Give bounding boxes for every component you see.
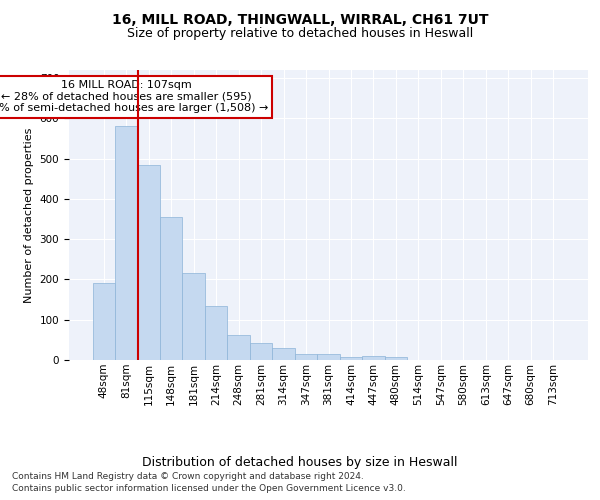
Bar	[272, 348, 295, 360]
Text: Contains HM Land Registry data © Crown copyright and database right 2024.: Contains HM Land Registry data © Crown c…	[12, 472, 364, 481]
Bar	[362, 356, 385, 360]
Bar	[160, 217, 182, 360]
Text: 16, MILL ROAD, THINGWALL, WIRRAL, CH61 7UT: 16, MILL ROAD, THINGWALL, WIRRAL, CH61 7…	[112, 12, 488, 26]
Bar	[182, 274, 205, 360]
Y-axis label: Number of detached properties: Number of detached properties	[24, 128, 34, 302]
Bar	[385, 357, 407, 360]
Bar	[250, 342, 272, 360]
Text: Distribution of detached houses by size in Heswall: Distribution of detached houses by size …	[142, 456, 458, 469]
Text: 16 MILL ROAD: 107sqm
← 28% of detached houses are smaller (595)
71% of semi-deta: 16 MILL ROAD: 107sqm ← 28% of detached h…	[0, 80, 268, 114]
Bar	[227, 334, 250, 360]
Text: Contains public sector information licensed under the Open Government Licence v3: Contains public sector information licen…	[12, 484, 406, 493]
Bar	[205, 306, 227, 360]
Bar	[115, 126, 137, 360]
Bar	[317, 354, 340, 360]
Bar	[340, 357, 362, 360]
Bar	[295, 354, 317, 360]
Bar	[137, 164, 160, 360]
Text: Size of property relative to detached houses in Heswall: Size of property relative to detached ho…	[127, 28, 473, 40]
Bar	[92, 282, 115, 360]
